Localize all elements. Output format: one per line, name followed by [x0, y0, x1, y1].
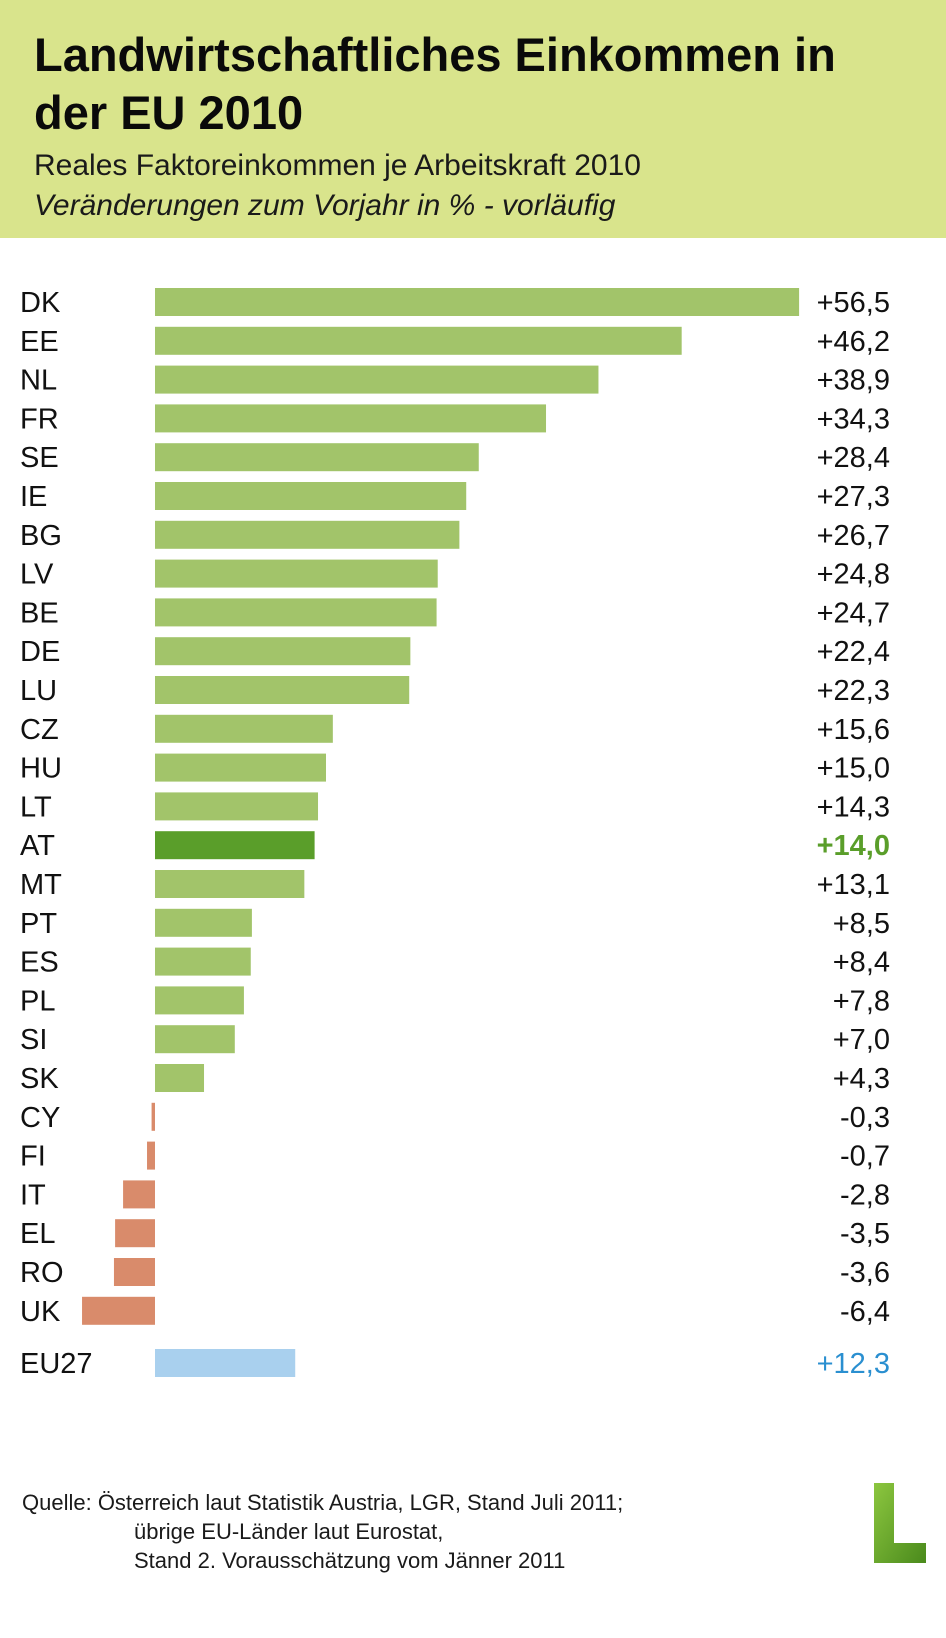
bar-ro [113, 1258, 155, 1286]
value-label-it: -2,8 [840, 1179, 890, 1211]
category-label-cz: CZ [20, 714, 59, 746]
value-label-si: +7,0 [833, 1024, 890, 1056]
value-label-bg: +26,7 [817, 520, 890, 552]
value-label-ee: +46,2 [817, 326, 890, 358]
bar-lu [155, 676, 410, 704]
bar-bg [155, 520, 460, 549]
bar-si [155, 1025, 235, 1054]
category-label-ie: IE [20, 481, 47, 513]
category-label-de: DE [20, 636, 60, 668]
chart-subtitle-italic: Veränderungen zum Vorjahr in % - vorläuf… [34, 189, 616, 222]
value-label-at: +14,0 [817, 830, 890, 862]
value-label-es: +8,4 [833, 947, 890, 979]
chart-subtitle: Reales Faktoreinkommen je Arbeitskraft 2… [34, 149, 641, 182]
bar-it [123, 1180, 155, 1209]
bar-pl [155, 986, 244, 1015]
value-label-lt: +14,3 [817, 791, 890, 823]
bar-dk [155, 288, 800, 316]
bar-lv [155, 559, 438, 588]
chart-title: Landwirtschaftliches Einkommen in der EU… [34, 28, 836, 139]
value-label-cy: -0,3 [840, 1102, 890, 1134]
value-label-sk: +4,3 [833, 1063, 890, 1095]
bar-cz [155, 714, 333, 743]
category-label-fr: FR [20, 403, 59, 435]
value-label-fi: -0,7 [840, 1141, 890, 1173]
value-label-dk: +56,5 [817, 287, 890, 319]
category-label-el: EL [20, 1218, 55, 1250]
value-label-lu: +22,3 [817, 675, 890, 707]
value-label-mt: +13,1 [817, 869, 890, 901]
category-label-fi: FI [20, 1141, 46, 1173]
value-label-hu: +15,0 [817, 753, 890, 785]
bar-mt [155, 870, 305, 898]
bar-lt [155, 792, 319, 821]
category-label-uk: UK [20, 1296, 61, 1328]
value-label-se: +28,4 [817, 442, 890, 474]
value-label-fr: +34,3 [817, 403, 890, 435]
category-label-sk: SK [20, 1063, 59, 1095]
bar-ie [155, 482, 467, 510]
l-letter-logo-icon [874, 1483, 926, 1563]
value-label-eu27: +12,3 [817, 1348, 890, 1380]
value-label-ie: +27,3 [817, 481, 890, 513]
bar-cy [151, 1102, 155, 1131]
value-label-pt: +8,5 [833, 908, 890, 940]
value-label-be: +24,7 [817, 597, 890, 629]
category-label-hu: HU [20, 753, 62, 785]
category-label-it: IT [20, 1179, 46, 1211]
category-label-dk: DK [20, 287, 61, 319]
bar-pt [155, 908, 252, 937]
category-label-ee: EE [20, 326, 59, 358]
bar-eu27 [155, 1349, 296, 1377]
category-label-lu: LU [20, 675, 57, 707]
bar-es [155, 947, 251, 976]
category-label-at: AT [20, 830, 55, 862]
category-label-se: SE [20, 442, 59, 474]
source-line-2: übrige EU-Länder laut Eurostat, [134, 1519, 444, 1544]
source-line-1: Quelle: Österreich laut Statistik Austri… [22, 1490, 624, 1515]
bar-uk [82, 1296, 155, 1325]
category-label-pt: PT [20, 908, 57, 940]
value-label-el: -3,5 [840, 1218, 890, 1250]
bar-chart: DK +56,5 EE +46,2 NL +38,9 FR +34,3 SE +28,4 IE +27… [20, 287, 890, 1380]
category-label-pl: PL [20, 985, 55, 1017]
value-label-uk: -6,4 [840, 1296, 890, 1328]
value-label-nl: +38,9 [817, 365, 890, 397]
bar-fi [147, 1141, 155, 1170]
category-label-nl: NL [20, 365, 57, 397]
bar-de [155, 637, 411, 666]
source-line-3: Stand 2. Vorausschätzung vom Jänner 2011 [134, 1548, 566, 1573]
bar-at [155, 831, 315, 860]
category-label-mt: MT [20, 869, 62, 901]
category-label-bg: BG [20, 520, 62, 552]
bar-se [155, 443, 479, 472]
category-label-eu27: EU27 [20, 1348, 93, 1380]
bar-ee [155, 326, 682, 355]
value-label-lv: +24,8 [817, 559, 890, 591]
bar-nl [155, 365, 599, 394]
category-label-si: SI [20, 1024, 47, 1056]
bar-fr [155, 404, 547, 433]
bar-hu [155, 753, 326, 782]
source-note: Quelle: Österreich laut Statistik Austri… [22, 1488, 623, 1575]
value-label-pl: +7,8 [833, 985, 890, 1017]
category-label-es: ES [20, 947, 59, 979]
category-label-cy: CY [20, 1102, 60, 1134]
bar-be [155, 598, 437, 627]
value-label-cz: +15,6 [817, 714, 890, 746]
header-banner: Landwirtschaftliches Einkommen in der EU… [0, 0, 946, 238]
category-label-be: BE [20, 597, 59, 629]
category-label-lv: LV [20, 559, 54, 591]
bar-el [115, 1219, 155, 1248]
value-label-de: +22,4 [817, 636, 890, 668]
category-label-lt: LT [20, 791, 52, 823]
category-label-ro: RO [20, 1257, 64, 1289]
bar-sk [155, 1064, 205, 1092]
value-label-ro: -3,6 [840, 1257, 890, 1289]
